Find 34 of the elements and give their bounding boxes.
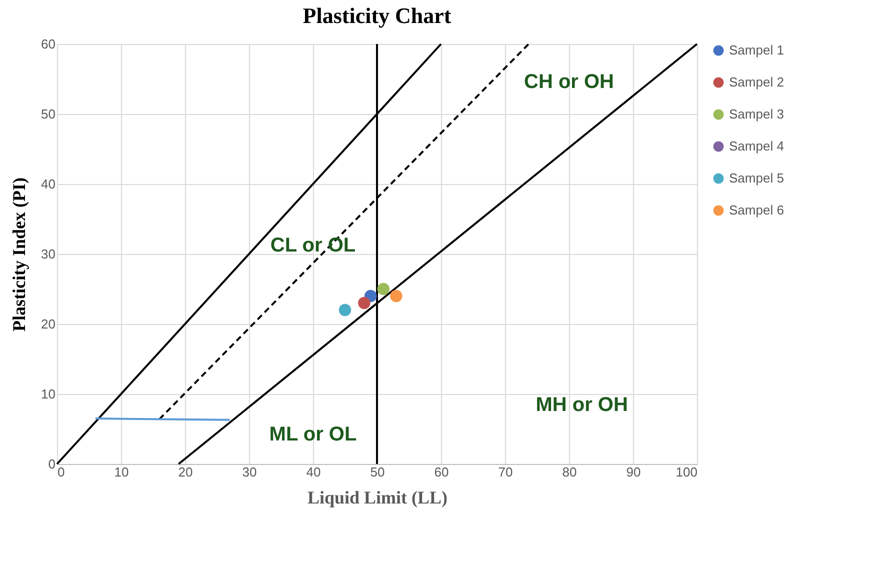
x-tick-label: 60 bbox=[434, 464, 449, 480]
x-tick-label: 70 bbox=[498, 464, 513, 480]
legend-label: Sampel 3 bbox=[729, 106, 784, 122]
legend-label: Sampel 2 bbox=[729, 74, 784, 90]
y-tick-label: 10 bbox=[41, 386, 56, 402]
x-tick-label: 40 bbox=[306, 464, 321, 480]
x-tick-label: 20 bbox=[178, 464, 193, 480]
annotation: CL or OL bbox=[270, 234, 356, 257]
x-tick-label: 30 bbox=[242, 464, 257, 480]
x-tick-label: 90 bbox=[626, 464, 641, 480]
x-tick-label: 0 bbox=[58, 464, 65, 480]
x-axis-title: Liquid Limit (LL) bbox=[307, 488, 448, 508]
y-tick-label: 20 bbox=[41, 316, 56, 332]
point bbox=[338, 304, 352, 316]
legend-label: Sampel 4 bbox=[729, 138, 784, 154]
y-tick-label: 50 bbox=[41, 106, 56, 122]
y-tick-label: 40 bbox=[41, 176, 56, 192]
legend-label: Sampel 5 bbox=[729, 170, 784, 186]
chart-title: Plasticity Chart bbox=[302, 3, 452, 28]
x-tick-label: 50 bbox=[370, 464, 385, 480]
point bbox=[377, 282, 390, 296]
x-tick-label: 80 bbox=[562, 464, 577, 480]
annotation: MH or OH bbox=[536, 394, 628, 416]
y-tick-label: 60 bbox=[41, 36, 56, 52]
point bbox=[358, 296, 370, 310]
y-tick-label: 30 bbox=[41, 246, 56, 262]
legend-label: Sampel 6 bbox=[729, 202, 784, 218]
annotation: CH or OH bbox=[524, 70, 614, 93]
y-axis-title: Plasticity Index (PI) bbox=[9, 178, 30, 332]
annotation: ML or OL bbox=[269, 424, 357, 446]
point bbox=[390, 290, 402, 302]
x-tick-label: 10 bbox=[114, 464, 129, 480]
legend-label: Sampel 1 bbox=[729, 42, 784, 58]
x-tick-label: 100 bbox=[676, 464, 698, 480]
